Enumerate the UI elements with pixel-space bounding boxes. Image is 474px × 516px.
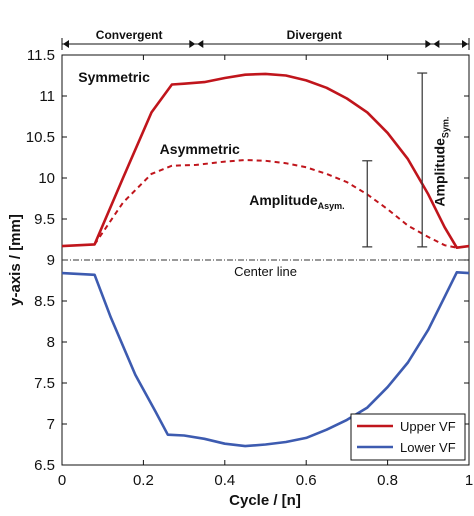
y-tick-label: 9.5	[34, 211, 55, 228]
amplitude-sym-main: Amplitude	[432, 138, 448, 207]
phase-arrowhead	[425, 40, 432, 48]
y-tick-label: 11.5	[27, 47, 55, 64]
phase-label-convergent: Convergent	[96, 28, 163, 42]
annotation-symmetric: Symmetric	[78, 69, 150, 85]
x-axis-label: Cycle / [n]	[229, 492, 301, 509]
y-tick-label: 8	[47, 334, 55, 351]
y-tick-label: 11	[39, 88, 55, 105]
series-asymmetric-line	[93, 158, 458, 249]
y-tick-label: 7.5	[34, 375, 55, 392]
y-axis-label: y-axis / [mm]	[7, 214, 24, 306]
legend-label-upper-vf: Upper VF	[400, 419, 456, 434]
legend-box	[350, 413, 466, 461]
amplitude-asym-label: AmplitudeAsym.	[249, 192, 344, 211]
x-tick-label: 0.8	[377, 472, 398, 489]
phase-markers	[63, 40, 468, 48]
y-tick-label: 7	[47, 416, 55, 433]
x-tick-label: 1	[465, 472, 473, 489]
amplitude-asym-main: Amplitude	[249, 192, 318, 208]
x-tick-label: 0.6	[296, 472, 317, 489]
x-tick-label: 0	[58, 472, 66, 489]
amplitude-asym-bar	[362, 160, 373, 248]
legend-label-lower-vf: Lower VF	[400, 440, 456, 455]
y-tick-label: 8.5	[34, 293, 55, 310]
phase-arrowhead	[197, 40, 204, 48]
y-tick-label: 10.5	[26, 129, 55, 146]
series-lower-vf-line	[61, 271, 470, 448]
phase-arrowhead	[189, 40, 196, 48]
phase-label-divergent: Divergent	[287, 28, 342, 42]
series-upper-vf-line	[61, 72, 470, 249]
phase-arrowhead	[462, 40, 468, 48]
x-tick-label: 0.2	[133, 472, 154, 489]
y-tick-label: 6.5	[34, 457, 55, 474]
annotation-asymmetric: Asymmetric	[160, 141, 240, 157]
y-tick-label: 9	[47, 252, 55, 269]
legend: Upper VF Lower VF	[350, 413, 466, 461]
x-tick-label: 0.4	[214, 472, 235, 489]
amplitude-sym-bar	[417, 72, 428, 248]
center-line-label: Center line	[234, 264, 297, 279]
phase-indicator: Convergent Divergent	[61, 28, 470, 50]
y-tick-label: 10	[38, 170, 55, 187]
amplitude-sym-label: AmplitudeSym.	[432, 117, 451, 207]
amplitude-sym-sub: Sym.	[441, 117, 451, 139]
phase-arrowhead	[433, 40, 440, 48]
amplitude-asym-sub: Asym.	[318, 201, 345, 211]
phase-arrowhead	[63, 40, 69, 48]
axis-ticks: 0 0.2 0.4 0.6 0.8 1 6.5 7 7.5 8 8.5 9 9.5 10 10.5 11 11.…	[26, 47, 473, 489]
